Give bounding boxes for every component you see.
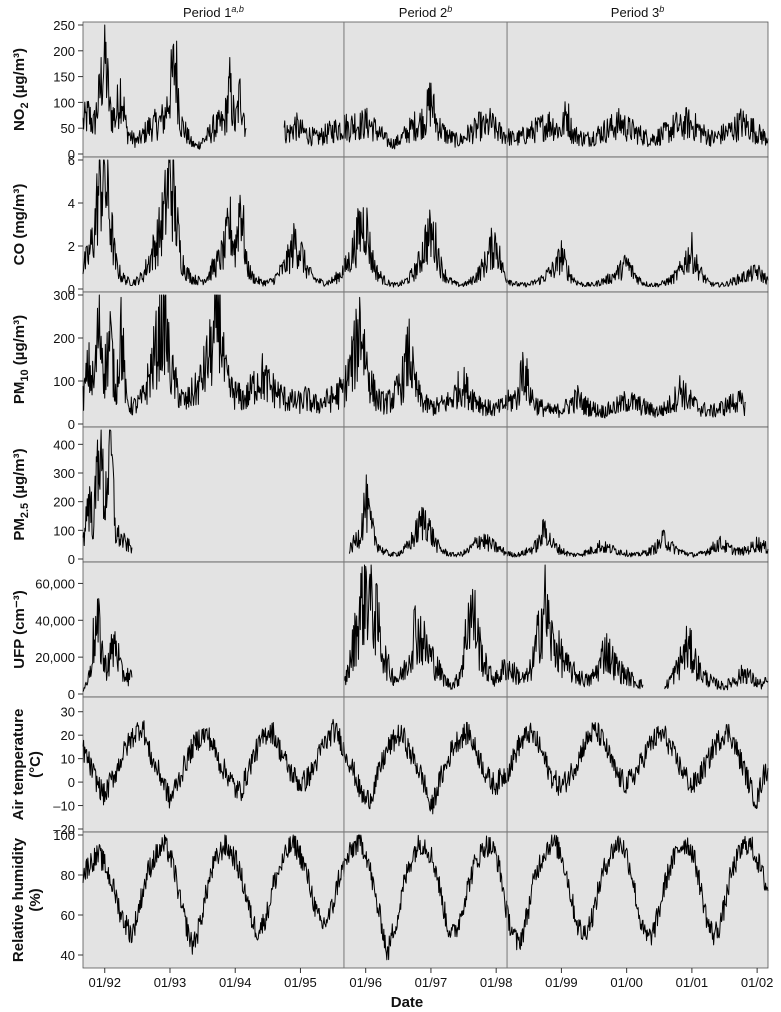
y-tick-label: –20	[53, 822, 75, 837]
panel-background	[82, 561, 769, 698]
y-tick-label: 80	[61, 868, 75, 883]
y-axis-title: Air temperature	[10, 709, 27, 821]
x-tick-label: 01/00	[610, 975, 643, 990]
y-tick-label: 50	[61, 121, 75, 136]
panel-rh: 40 60 80 100 Relative humidity (%)	[10, 828, 769, 969]
y-tick-label: 40,000	[35, 613, 75, 628]
y-axis-title: UFP (cm⁻³)	[11, 590, 28, 668]
y-axis-title: NO2 (µg/m³)	[11, 48, 31, 131]
x-tick-label: 01/02	[741, 975, 774, 990]
pm25-series-line	[348, 474, 769, 558]
period-label: Period 1a,b	[183, 4, 244, 20]
y-tick-label: 10	[61, 752, 75, 767]
x-tick-label: 01/01	[676, 975, 709, 990]
y-axis-title: PM10 (µg/m³)	[11, 315, 31, 404]
y-tick-label: 6	[68, 153, 75, 168]
y-tick-label: 0	[68, 147, 75, 162]
panel-pm10: 0 100 200 300 PM10 (µg/m³)	[11, 288, 769, 432]
no2-series-line	[82, 24, 247, 150]
y-tick-label: 100	[53, 828, 75, 843]
y-tick-label: 20,000	[35, 650, 75, 665]
period-labels: Period 1a,b Period 2b Period 3b	[183, 4, 664, 20]
x-tick-label: 01/97	[415, 975, 448, 990]
y-tick-label: 0	[68, 282, 75, 297]
x-axis: 01/92 01/93 01/94 01/95 01/96 01/97 01/98 01/99…	[88, 968, 773, 990]
x-tick-label: 01/93	[154, 975, 187, 990]
x-tick-label: 01/98	[480, 975, 513, 990]
panel-co: 0 2 4 6 CO (mg/m³)	[11, 153, 769, 297]
y-tick-label: 2	[68, 239, 75, 254]
pm25-series-line	[82, 429, 133, 554]
panel-temp: –20 –10 0 10 20 30 Air temperature (°C)	[10, 696, 769, 837]
temp-series-line	[82, 718, 769, 815]
period-label: Period 2b	[399, 4, 452, 20]
y-tick-label: 400	[53, 437, 75, 452]
y-tick-label: 20	[61, 728, 75, 743]
ufp-series-line	[82, 598, 133, 692]
y-tick-label: 60	[61, 908, 75, 923]
y-axis-unit: (%)	[27, 888, 44, 911]
ufp-series-line	[343, 564, 644, 690]
y-tick-label: 200	[53, 44, 75, 59]
y-tick-label: 0	[68, 552, 75, 567]
y-tick-label: –10	[53, 799, 75, 814]
y-tick-label: 0	[68, 417, 75, 432]
panel-pm25: 0 100 200 300 400 PM2.5 (µg/m³)	[11, 426, 769, 567]
y-tick-label: 100	[53, 523, 75, 538]
y-axis-title: PM2.5 (µg/m³)	[11, 448, 31, 540]
x-tick-label: 01/99	[545, 975, 578, 990]
y-tick-label: 40	[61, 948, 75, 963]
x-tick-label: 01/92	[88, 975, 121, 990]
x-tick-label: 01/94	[219, 975, 252, 990]
pm10-series-line	[82, 294, 746, 419]
y-tick-label: 200	[53, 495, 75, 510]
y-tick-label: 60,000	[35, 576, 75, 591]
rh-series-line	[82, 834, 769, 961]
co-series-line	[82, 159, 769, 288]
panel-no2: 0 50 100 150 200 250 NO2 (µg/m³)	[11, 18, 769, 162]
no2-series-line	[283, 82, 769, 150]
y-tick-label: 300	[53, 466, 75, 481]
panel-ufp: 0 20,000 40,000 60,000 UFP (cm⁻³)	[11, 561, 769, 702]
panel-background	[82, 696, 769, 833]
y-tick-label: 100	[53, 374, 75, 389]
y-tick-label: 100	[53, 95, 75, 110]
y-tick-label: 30	[61, 705, 75, 720]
y-tick-label: 0	[68, 687, 75, 702]
y-tick-label: 4	[68, 196, 75, 211]
y-tick-label: 0	[68, 775, 75, 790]
y-tick-label: 200	[53, 331, 75, 346]
panel-background	[82, 831, 769, 969]
period-label: Period 3b	[611, 4, 664, 20]
ufp-series-line	[664, 625, 769, 691]
y-tick-label: 150	[53, 70, 75, 85]
x-tick-label: 01/95	[284, 975, 317, 990]
panel-background	[82, 426, 769, 563]
y-axis-unit: (°C)	[27, 751, 44, 778]
panel-background	[82, 21, 769, 158]
y-axis-title: Relative humidity	[10, 837, 27, 962]
x-tick-label: 01/96	[349, 975, 382, 990]
x-axis-title: Date	[391, 994, 424, 1011]
y-axis-title: CO (mg/m³)	[11, 184, 28, 266]
y-tick-label: 300	[53, 288, 75, 303]
y-tick-label: 250	[53, 18, 75, 33]
